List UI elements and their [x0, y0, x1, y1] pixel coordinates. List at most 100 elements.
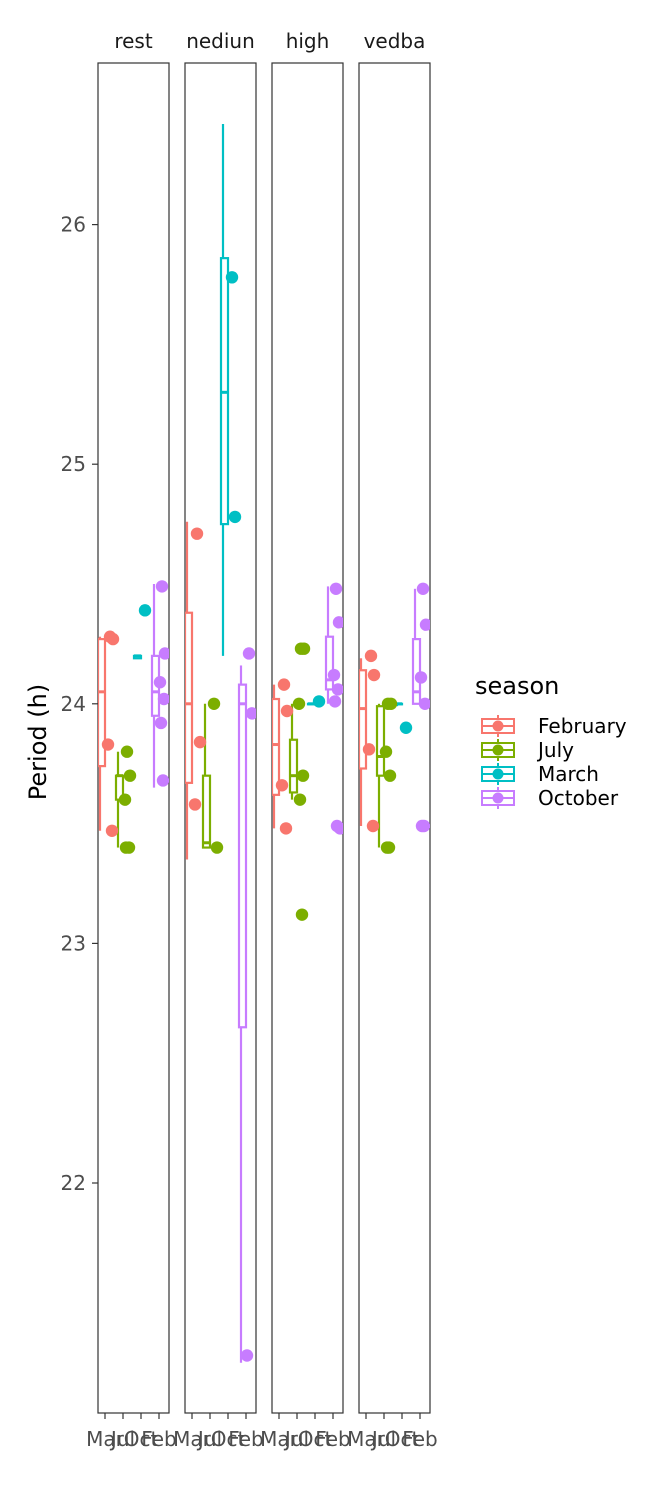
y-axis-title: Period (h)	[24, 684, 52, 800]
x-tick-label: Oct	[124, 1427, 159, 1451]
data-point-february	[367, 668, 381, 682]
data-point-july	[379, 745, 393, 758]
data-point-october	[327, 668, 341, 682]
y-tick-label: 22	[61, 1171, 86, 1195]
x-tick-label: Oct	[385, 1427, 420, 1451]
box-iqr	[359, 669, 368, 770]
data-point-march	[228, 510, 242, 524]
box-iqr	[98, 638, 107, 768]
data-point-october	[332, 616, 343, 629]
panel-marks	[98, 580, 169, 854]
legend-label: February	[538, 714, 627, 738]
box-iqr	[375, 705, 386, 777]
boxplot-february	[272, 684, 281, 829]
x-tick-label: Feb	[315, 1427, 350, 1451]
data-point-july	[207, 697, 221, 710]
data-point-october	[416, 582, 430, 595]
y-tick-label: 25	[61, 452, 86, 476]
data-point-july	[293, 793, 307, 806]
data-point-february	[193, 735, 207, 749]
boxplot-october	[411, 588, 422, 705]
panel-border	[271, 62, 344, 1414]
facet-label: nediun	[186, 29, 255, 53]
boxplot-march	[132, 654, 143, 660]
x-tick-label: Feb	[402, 1427, 437, 1451]
boxplot-july	[201, 703, 212, 849]
data-point-october	[245, 707, 256, 720]
data-point-october	[154, 716, 168, 730]
boxplot-february	[359, 658, 368, 826]
data-point-july	[118, 793, 132, 806]
data-point-february	[280, 704, 294, 718]
x-tick-label: Jul	[109, 1427, 135, 1451]
panel-marks	[359, 582, 430, 854]
data-point-july	[383, 769, 397, 782]
box-iqr	[411, 638, 422, 705]
boxplot-july	[288, 703, 299, 800]
legend-key-point	[492, 768, 504, 780]
data-point-february	[188, 798, 202, 811]
data-point-february	[190, 527, 204, 540]
data-point-july	[384, 697, 398, 710]
boxplot-february	[185, 521, 194, 860]
data-point-july	[292, 697, 306, 710]
box-iqr	[185, 611, 194, 784]
data-point-october	[417, 819, 430, 833]
data-point-july	[296, 769, 310, 782]
data-point-october	[242, 647, 256, 660]
x-tick-label: Mar	[347, 1427, 386, 1451]
data-point-february	[277, 678, 291, 691]
legend-label: March	[538, 762, 599, 786]
legend-entry-october: October	[481, 786, 619, 810]
x-tick-label: Mar	[260, 1427, 299, 1451]
data-point-july	[123, 769, 137, 782]
y-tick-label: 23	[61, 931, 86, 955]
x-tick-label: Mar	[86, 1427, 125, 1451]
box-iqr	[237, 683, 248, 1029]
y-tick-label: 26	[61, 213, 86, 237]
legend-key-point	[492, 792, 504, 804]
data-point-october	[158, 647, 169, 660]
data-point-july	[382, 841, 396, 854]
y-axis: 22 23 24 25 26	[61, 213, 98, 1195]
panel-marks	[185, 123, 256, 1363]
data-point-february	[364, 649, 378, 663]
x-tick-label: Jul	[196, 1427, 222, 1451]
boxplot-october	[324, 586, 335, 704]
boxplot-march	[219, 123, 230, 656]
facets-layer: restMarJulOctFebnediunMarJulOctFebhighMa…	[86, 29, 438, 1451]
data-point-march	[138, 604, 152, 617]
box-iqr	[272, 697, 281, 796]
legend-entry-march: March	[481, 762, 599, 786]
box-iqr	[324, 635, 335, 691]
data-point-october	[153, 676, 167, 689]
panel-border	[97, 62, 170, 1414]
legend-entry-july: July	[481, 738, 574, 762]
data-point-october	[156, 774, 169, 787]
data-point-february	[279, 822, 293, 835]
x-tick-label: Oct	[211, 1427, 246, 1451]
data-point-october	[157, 692, 169, 706]
legend-key-point	[492, 720, 504, 732]
x-tick-label: Feb	[141, 1427, 176, 1451]
box-iqr	[288, 738, 299, 794]
boxplot-july	[375, 703, 386, 848]
x-tick-label: Oct	[298, 1427, 333, 1451]
facet-label: vedba	[364, 29, 426, 53]
data-point-october	[155, 580, 169, 593]
data-point-october	[418, 697, 430, 710]
x-tick-label: Jul	[370, 1427, 396, 1451]
legend-key-point	[492, 744, 504, 756]
x-tick-label: Mar	[173, 1427, 212, 1451]
legend-label: October	[538, 786, 619, 810]
data-point-march	[399, 721, 413, 734]
data-point-october	[240, 1349, 254, 1362]
